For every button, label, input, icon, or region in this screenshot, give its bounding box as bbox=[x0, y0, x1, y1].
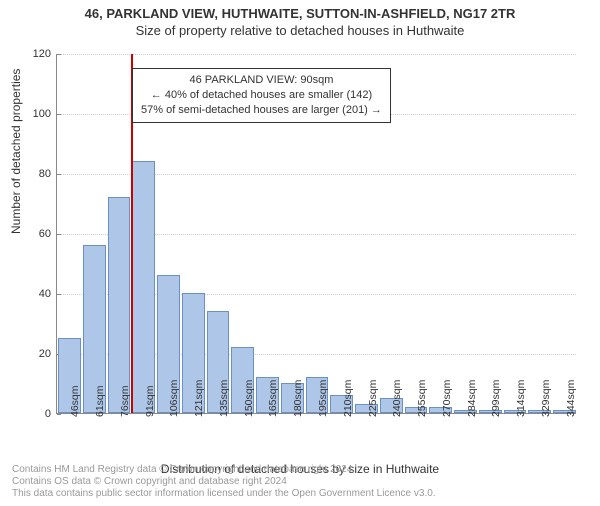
gridline bbox=[57, 54, 576, 55]
y-tick-label: 40 bbox=[39, 288, 57, 300]
x-tick-label: 61sqm bbox=[88, 385, 106, 417]
x-tick-label: 46sqm bbox=[63, 385, 81, 417]
footer-line-2: Contains OS data © Crown copyright and d… bbox=[12, 476, 588, 488]
x-tick-label: 240sqm bbox=[385, 380, 403, 417]
x-tick-label: 106sqm bbox=[162, 380, 180, 417]
y-tick-label: 60 bbox=[39, 228, 57, 240]
x-tick-label: 210sqm bbox=[336, 380, 354, 417]
x-tick-label: 180sqm bbox=[286, 380, 304, 417]
histogram-bar bbox=[108, 197, 131, 413]
x-tick-label: 270sqm bbox=[435, 380, 453, 417]
x-tick-label: 195sqm bbox=[311, 380, 329, 417]
info-line-1: 46 PARKLAND VIEW: 90sqm bbox=[141, 73, 382, 88]
chart-title: 46, PARKLAND VIEW, HUTHWAITE, SUTTON-IN-… bbox=[0, 6, 600, 21]
y-tick-label: 120 bbox=[33, 48, 57, 60]
x-tick-label: 91sqm bbox=[138, 385, 156, 417]
footer-attribution: Contains HM Land Registry data © Crown c… bbox=[12, 464, 588, 500]
info-line-2: ← 40% of detached houses are smaller (14… bbox=[141, 88, 382, 103]
x-tick-label: 135sqm bbox=[212, 380, 230, 417]
x-tick-label: 329sqm bbox=[534, 380, 552, 417]
x-tick-label: 255sqm bbox=[410, 380, 428, 417]
histogram-bar bbox=[132, 161, 155, 413]
y-tick-label: 0 bbox=[45, 408, 57, 420]
footer-line-1: Contains HM Land Registry data © Crown c… bbox=[12, 464, 588, 476]
x-tick-label: 121sqm bbox=[187, 380, 205, 417]
x-tick-label: 299sqm bbox=[484, 380, 502, 417]
x-tick-label: 314sqm bbox=[509, 380, 527, 417]
x-tick-label: 150sqm bbox=[237, 380, 255, 417]
x-tick-label: 225sqm bbox=[361, 380, 379, 417]
y-tick-label: 100 bbox=[33, 108, 57, 120]
chart-area: 46 PARKLAND VIEW: 90sqm ← 40% of detache… bbox=[56, 54, 576, 414]
info-box: 46 PARKLAND VIEW: 90sqm ← 40% of detache… bbox=[132, 68, 391, 123]
x-tick-label: 76sqm bbox=[113, 385, 131, 417]
x-tick-label: 344sqm bbox=[559, 380, 577, 417]
x-tick-label: 165sqm bbox=[261, 380, 279, 417]
plot-area: 46 PARKLAND VIEW: 90sqm ← 40% of detache… bbox=[56, 54, 576, 414]
x-tick-label: 284sqm bbox=[460, 380, 478, 417]
footer-line-3: This data contains public sector informa… bbox=[12, 488, 588, 500]
chart-subtitle: Size of property relative to detached ho… bbox=[0, 23, 600, 38]
y-tick-label: 20 bbox=[39, 348, 57, 360]
y-tick-label: 80 bbox=[39, 168, 57, 180]
info-line-3: 57% of semi-detached houses are larger (… bbox=[141, 103, 382, 118]
y-axis-label: Number of detached properties bbox=[9, 69, 23, 234]
